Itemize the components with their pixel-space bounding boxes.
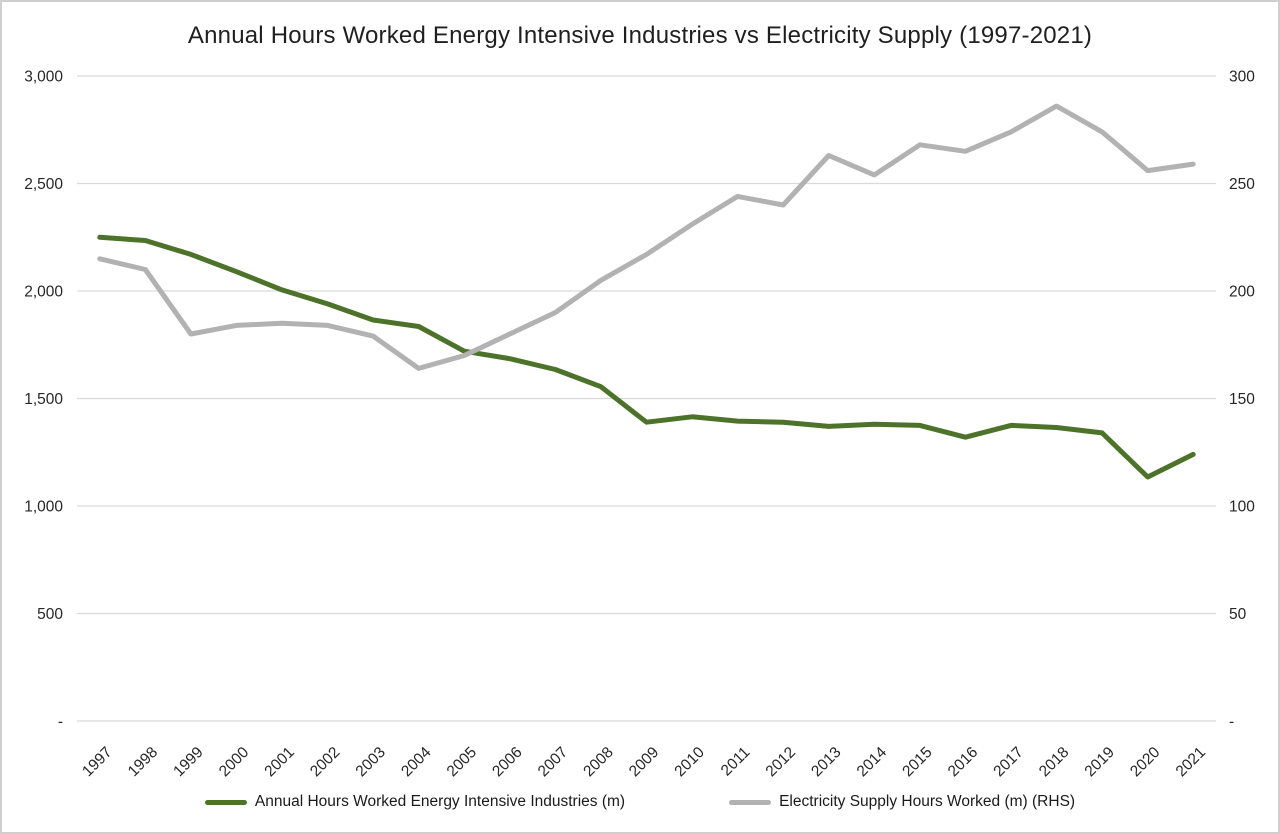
x-axis-tick-label: 2017 — [990, 744, 1026, 780]
x-axis-tick-label: 2004 — [398, 744, 435, 781]
green-line-marker-icon — [204, 799, 247, 805]
y-axis-right-tick-label: 200 — [1229, 284, 1255, 301]
x-axis-tick-label: 2016 — [945, 744, 981, 780]
y-axis-right-tick-label: 100 — [1229, 499, 1255, 516]
y-axis-right-tick-label: 300 — [1229, 69, 1255, 86]
x-axis-tick-label: 2013 — [808, 744, 844, 780]
chart-title: Annual Hours Worked Energy Intensive Ind… — [187, 22, 1093, 49]
series-line-electricity-supply — [97, 103, 1196, 371]
x-axis-tick-label: 2006 — [489, 744, 525, 780]
legend-label: Electricity Supply Hours Worked (m) (RHS… — [779, 793, 1076, 810]
legend-label: Annual Hours Worked Energy Intensive Ind… — [254, 793, 626, 810]
x-axis-tick-label: 2019 — [1082, 744, 1118, 780]
legend: Annual Hours Worked Energy Intensive Ind… — [2, 793, 1278, 811]
x-axis-tick-label: 2007 — [535, 744, 571, 780]
legend-item-annual-hours: Annual Hours Worked Energy Intensive Ind… — [204, 793, 626, 811]
x-axis-tick-label: 1998 — [125, 744, 161, 780]
x-axis-tick-label: 2008 — [580, 744, 616, 780]
y-axis-right-tick-label: 250 — [1229, 176, 1255, 193]
x-axis-tick-label: 2014 — [854, 744, 891, 781]
y-axis-left-tick-label: 1,500 — [24, 391, 63, 408]
series-line-annual-hours — [97, 234, 1196, 480]
x-axis-tick-label: 2000 — [216, 744, 253, 781]
x-axis-tick-label: 2003 — [353, 744, 389, 780]
y-axis-left-tick-label: 2,500 — [24, 176, 63, 193]
y-axis-left-tick-label: 3,000 — [24, 69, 63, 86]
x-axis-tick-label: 2010 — [671, 744, 708, 781]
y-axis-left-tick-label: 500 — [37, 606, 63, 623]
x-axis-tick-label: 2015 — [899, 744, 935, 780]
y-axis-right-tick-label: 50 — [1229, 606, 1247, 623]
y-axis-right-tick-label: - — [1229, 714, 1234, 731]
y-axis-left-tick-label: 1,000 — [24, 499, 63, 516]
y-axis-left-tick-label: 2,000 — [24, 284, 63, 301]
x-axis-tick-label: 2005 — [444, 744, 480, 780]
x-axis-tick-label: 2020 — [1127, 744, 1164, 781]
x-axis-tick-label: 1997 — [79, 744, 115, 780]
y-axis-right-tick-label: 150 — [1229, 391, 1255, 408]
x-axis-tick-label: 2002 — [307, 744, 343, 780]
x-axis-tick-label: 2011 — [718, 744, 754, 780]
x-axis-tick-label: 1999 — [170, 744, 206, 780]
x-axis-tick-label: 2021 — [1173, 744, 1209, 780]
x-axis-tick-label: 2009 — [626, 744, 662, 780]
y-axis-left-tick-label: - — [58, 714, 63, 731]
x-axis-tick-label: 2012 — [763, 744, 799, 780]
gray-line-marker-icon — [729, 799, 772, 805]
x-axis-tick-label: 2001 — [261, 744, 297, 780]
x-axis-tick-label: 2018 — [1036, 744, 1072, 780]
legend-item-electricity-supply: Electricity Supply Hours Worked (m) (RHS… — [729, 793, 1075, 811]
